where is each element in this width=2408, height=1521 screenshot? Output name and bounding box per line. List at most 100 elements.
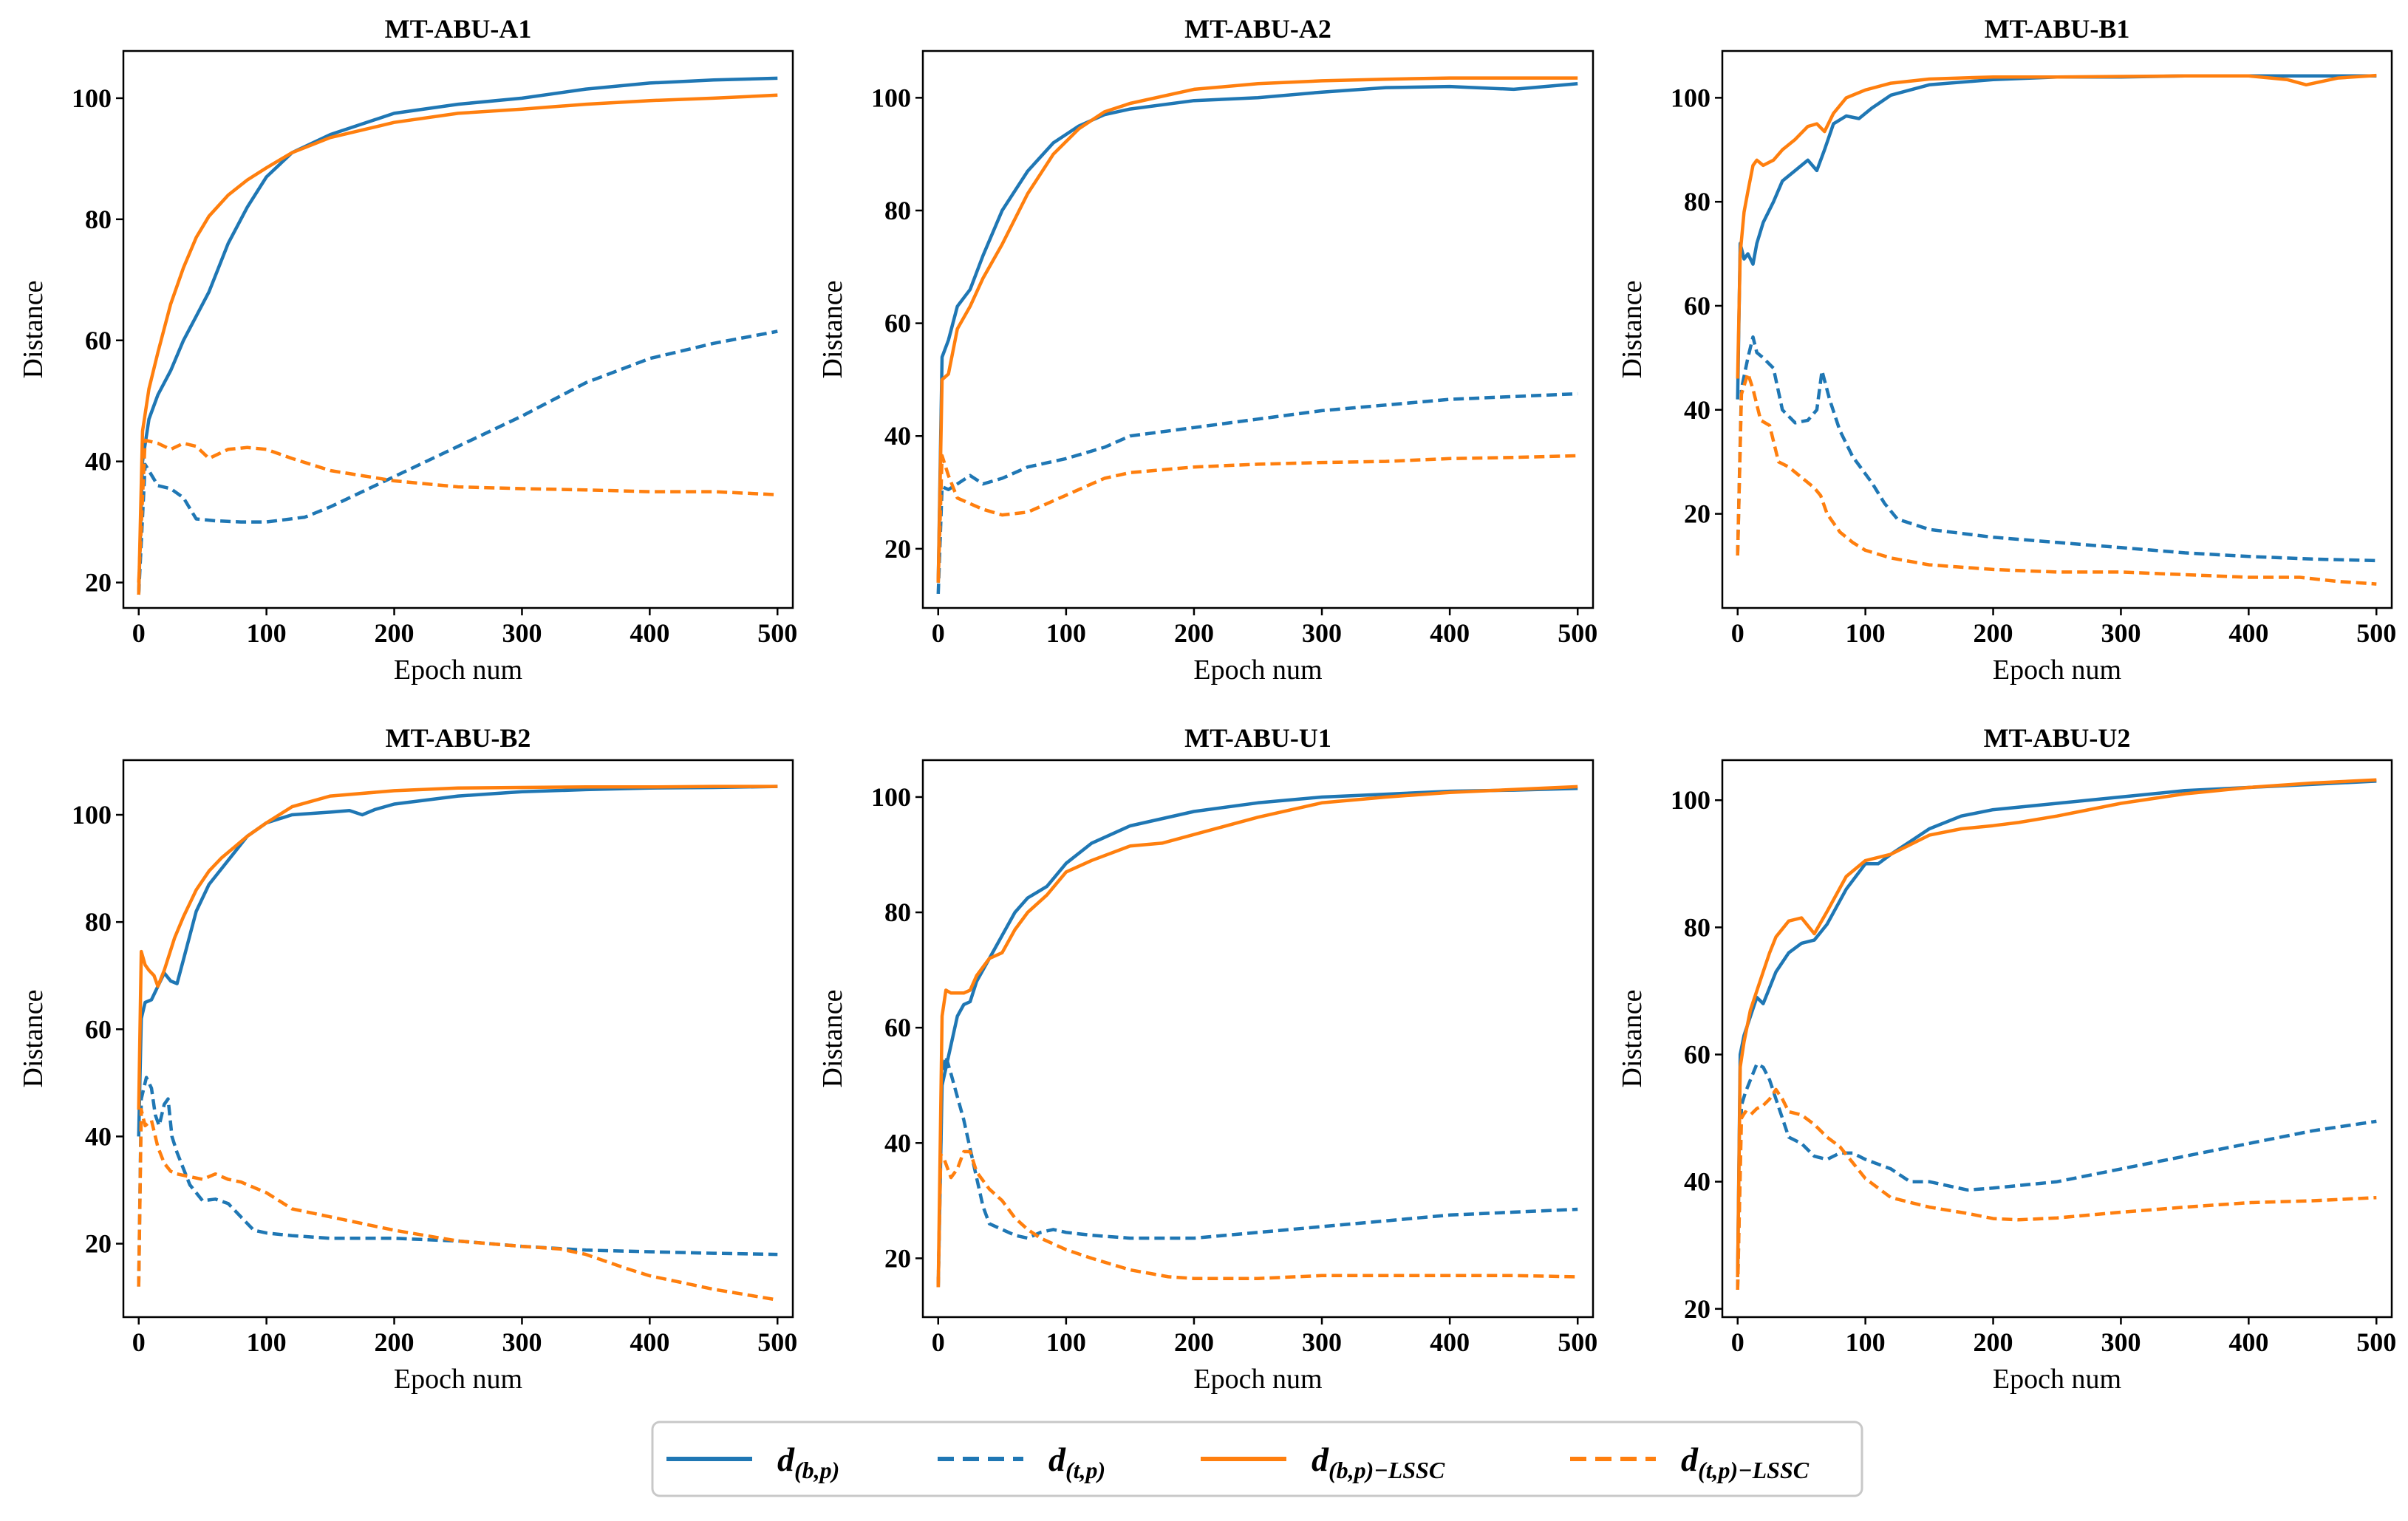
plot-area xyxy=(921,49,1594,609)
y-tick-label: 40 xyxy=(1684,395,1711,425)
x-axis-label: Epoch num xyxy=(1993,1364,2121,1395)
x-tick-label: 300 xyxy=(502,618,542,648)
series-line-1 xyxy=(137,329,778,595)
x-tick-label: 500 xyxy=(2356,1327,2396,1357)
x-axis-label: Epoch num xyxy=(394,654,522,686)
series-line-1 xyxy=(936,1054,1578,1288)
series-line-0 xyxy=(137,76,778,595)
y-tick-label: 20 xyxy=(1684,499,1711,529)
series-line-2 xyxy=(936,76,1578,583)
y-tick-label: 60 xyxy=(884,1013,911,1042)
legend-label-sub: (t,p) xyxy=(1698,1457,1738,1483)
x-tick-label: 0 xyxy=(132,618,146,648)
panels: MT-ABU-A10 100 200 300 400 50020406080100Epoc… xyxy=(18,14,2396,1395)
x-tick-label: 100 xyxy=(1046,1327,1086,1357)
x-tick-label: 200 xyxy=(1174,1327,1214,1357)
series-line-3 xyxy=(936,454,1578,583)
x-tick-label: 100 xyxy=(247,1327,287,1357)
chart-panel: MT-ABU-B1 0 100 200 300 400 500 20 40 60 80 100 Epoc… xyxy=(1617,14,2396,686)
y-tick-label: 40 xyxy=(884,421,911,451)
series-line-1 xyxy=(936,392,1578,594)
y-tick-label: 100 xyxy=(871,83,911,112)
legend-label-main: d xyxy=(1048,1440,1066,1478)
plot-area xyxy=(122,759,794,1319)
legend-label-sub: (b,p) xyxy=(1329,1457,1374,1483)
series-line-2 xyxy=(1736,73,2377,379)
series-line-1 xyxy=(1736,335,2377,563)
x-tick-label: 300 xyxy=(2101,618,2141,648)
y-tick-label: 100 xyxy=(1671,83,1711,112)
x-tick-label: 200 xyxy=(375,618,415,648)
x-tick-label: 300 xyxy=(1302,1327,1342,1357)
legend-label: d(t,p) xyxy=(1048,1440,1105,1483)
x-axis-label: Epoch num xyxy=(1193,654,1322,686)
chart-panel: MT-ABU-A2 0 100 200 300 400 500 20 40 60 80 100 Epoc… xyxy=(817,14,1597,686)
y-tick-label: 60 xyxy=(884,309,911,338)
chart-panel: MT-ABU-U2 0 100 200 300 400 500 20 40 60 80 100 Epoc… xyxy=(1617,723,2396,1395)
series-line-3 xyxy=(936,1149,1578,1288)
series-line-1 xyxy=(1736,1062,2377,1291)
y-tick-label: 100 xyxy=(72,83,112,113)
legend-entry: d(t,p) xyxy=(938,1440,1105,1483)
series-group xyxy=(1736,778,2377,1291)
series-line-3 xyxy=(1736,1087,2377,1291)
y-tick-label: 40 xyxy=(85,1121,112,1151)
y-tick-label: 20 xyxy=(85,1229,112,1259)
y-tick-label: 80 xyxy=(884,196,911,225)
y-tick-label: 100 xyxy=(72,800,112,830)
x-tick-label: 0 xyxy=(1731,618,1744,648)
y-tick-label: 20 xyxy=(884,534,911,564)
chart-panel: MT-ABU-A1 0 100 200 300 400 500 20 40 60 80 100 Epoc… xyxy=(18,14,797,686)
x-tick-label: 200 xyxy=(1974,1327,2013,1357)
x-tick-label: 400 xyxy=(630,1327,669,1357)
chart-title: MT-ABU-B2 xyxy=(386,723,531,753)
y-tick-label: 40 xyxy=(1684,1167,1711,1197)
chart-title: MT-ABU-A1 xyxy=(385,14,532,44)
legend-label: d(t,p)−LSSC xyxy=(1681,1440,1810,1483)
y-tick-label: 60 xyxy=(85,1014,112,1044)
y-tick-label: 100 xyxy=(871,782,911,812)
x-tick-label: 500 xyxy=(2356,618,2396,648)
x-tick-label: 200 xyxy=(1974,618,2013,648)
y-tick-label: 40 xyxy=(85,447,112,476)
y-axis-label: Distance xyxy=(817,990,848,1088)
x-tick-label: 300 xyxy=(2101,1327,2141,1357)
legend-label: d(b,p)−LSSC xyxy=(1312,1440,1445,1483)
y-tick-label: 20 xyxy=(884,1243,911,1273)
series-line-3 xyxy=(137,1107,778,1302)
legend-label-main: d xyxy=(1312,1440,1329,1478)
legend-entry: d(b,p) xyxy=(666,1440,839,1483)
y-tick-label: 60 xyxy=(1684,1040,1711,1070)
series-group xyxy=(137,785,778,1302)
y-tick-label: 100 xyxy=(1671,785,1711,815)
legend-label-main: d xyxy=(1681,1440,1699,1478)
series-group xyxy=(936,76,1578,594)
y-tick-label: 80 xyxy=(85,907,112,937)
y-tick-label: 40 xyxy=(884,1128,911,1158)
legend-label-main: d xyxy=(777,1440,795,1478)
x-tick-label: 0 xyxy=(932,1327,945,1357)
y-axis-label: Distance xyxy=(817,281,848,379)
y-axis-label: Distance xyxy=(18,281,49,379)
series-line-0 xyxy=(936,82,1578,583)
series-line-0 xyxy=(1736,779,2377,1277)
y-axis-label: Distance xyxy=(1617,281,1648,379)
series-group xyxy=(936,785,1578,1288)
y-tick-label: 20 xyxy=(85,568,112,598)
y-tick-label: 60 xyxy=(85,326,112,355)
plot-area xyxy=(1721,49,2393,609)
x-tick-label: 300 xyxy=(1302,618,1342,648)
plot-area xyxy=(921,759,1594,1319)
chart-title: MT-ABU-U2 xyxy=(1984,723,2131,753)
x-axis-label: Epoch num xyxy=(1993,654,2121,686)
x-tick-label: 500 xyxy=(1558,618,1597,648)
series-line-0 xyxy=(137,785,778,1137)
legend-label-sub: (b,p) xyxy=(794,1457,839,1483)
x-tick-label: 0 xyxy=(132,1327,146,1357)
y-axis-label: Distance xyxy=(18,990,49,1088)
chart-title: MT-ABU-U1 xyxy=(1184,723,1331,753)
series-group xyxy=(137,76,778,595)
series-line-0 xyxy=(936,786,1578,1288)
x-tick-label: 100 xyxy=(1846,618,1886,648)
